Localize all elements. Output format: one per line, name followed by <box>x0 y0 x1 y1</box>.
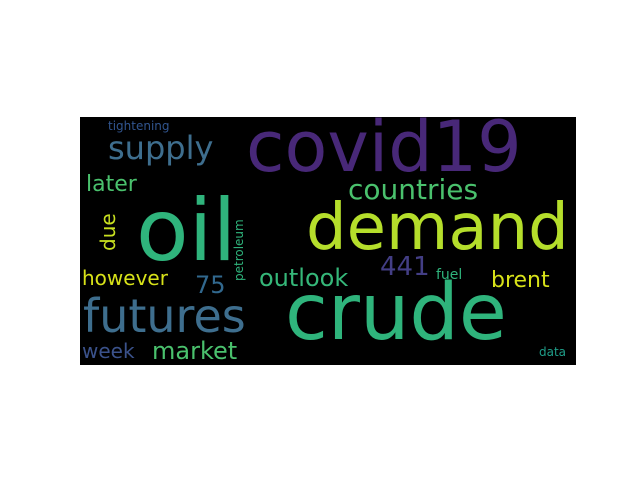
word-brent: brent <box>491 268 550 293</box>
word-oil: oil <box>136 181 237 281</box>
word-441: 441 <box>380 252 430 282</box>
word-however: however <box>82 266 168 290</box>
word-petroleum: petroleum <box>232 219 246 281</box>
word-demand: demand <box>306 191 569 265</box>
word-crude: crude <box>285 268 507 358</box>
word-futures: futures <box>83 289 246 343</box>
word-data: data <box>539 345 567 359</box>
word-tightening: tightening <box>108 119 170 133</box>
word-outlook: outlook <box>259 264 349 292</box>
word-due: due <box>96 213 120 251</box>
word-week: week <box>82 339 135 363</box>
word-75: 75 <box>195 271 226 299</box>
word-supply: supply <box>108 129 214 167</box>
word-later: later <box>86 172 137 197</box>
word-market: market <box>152 337 238 365</box>
word-covid19: covid19 <box>246 117 522 188</box>
word-cloud: tightening covid19 supply later countrie… <box>80 117 576 365</box>
word-countries: countries <box>348 173 479 206</box>
word-fuel: fuel <box>436 267 463 283</box>
